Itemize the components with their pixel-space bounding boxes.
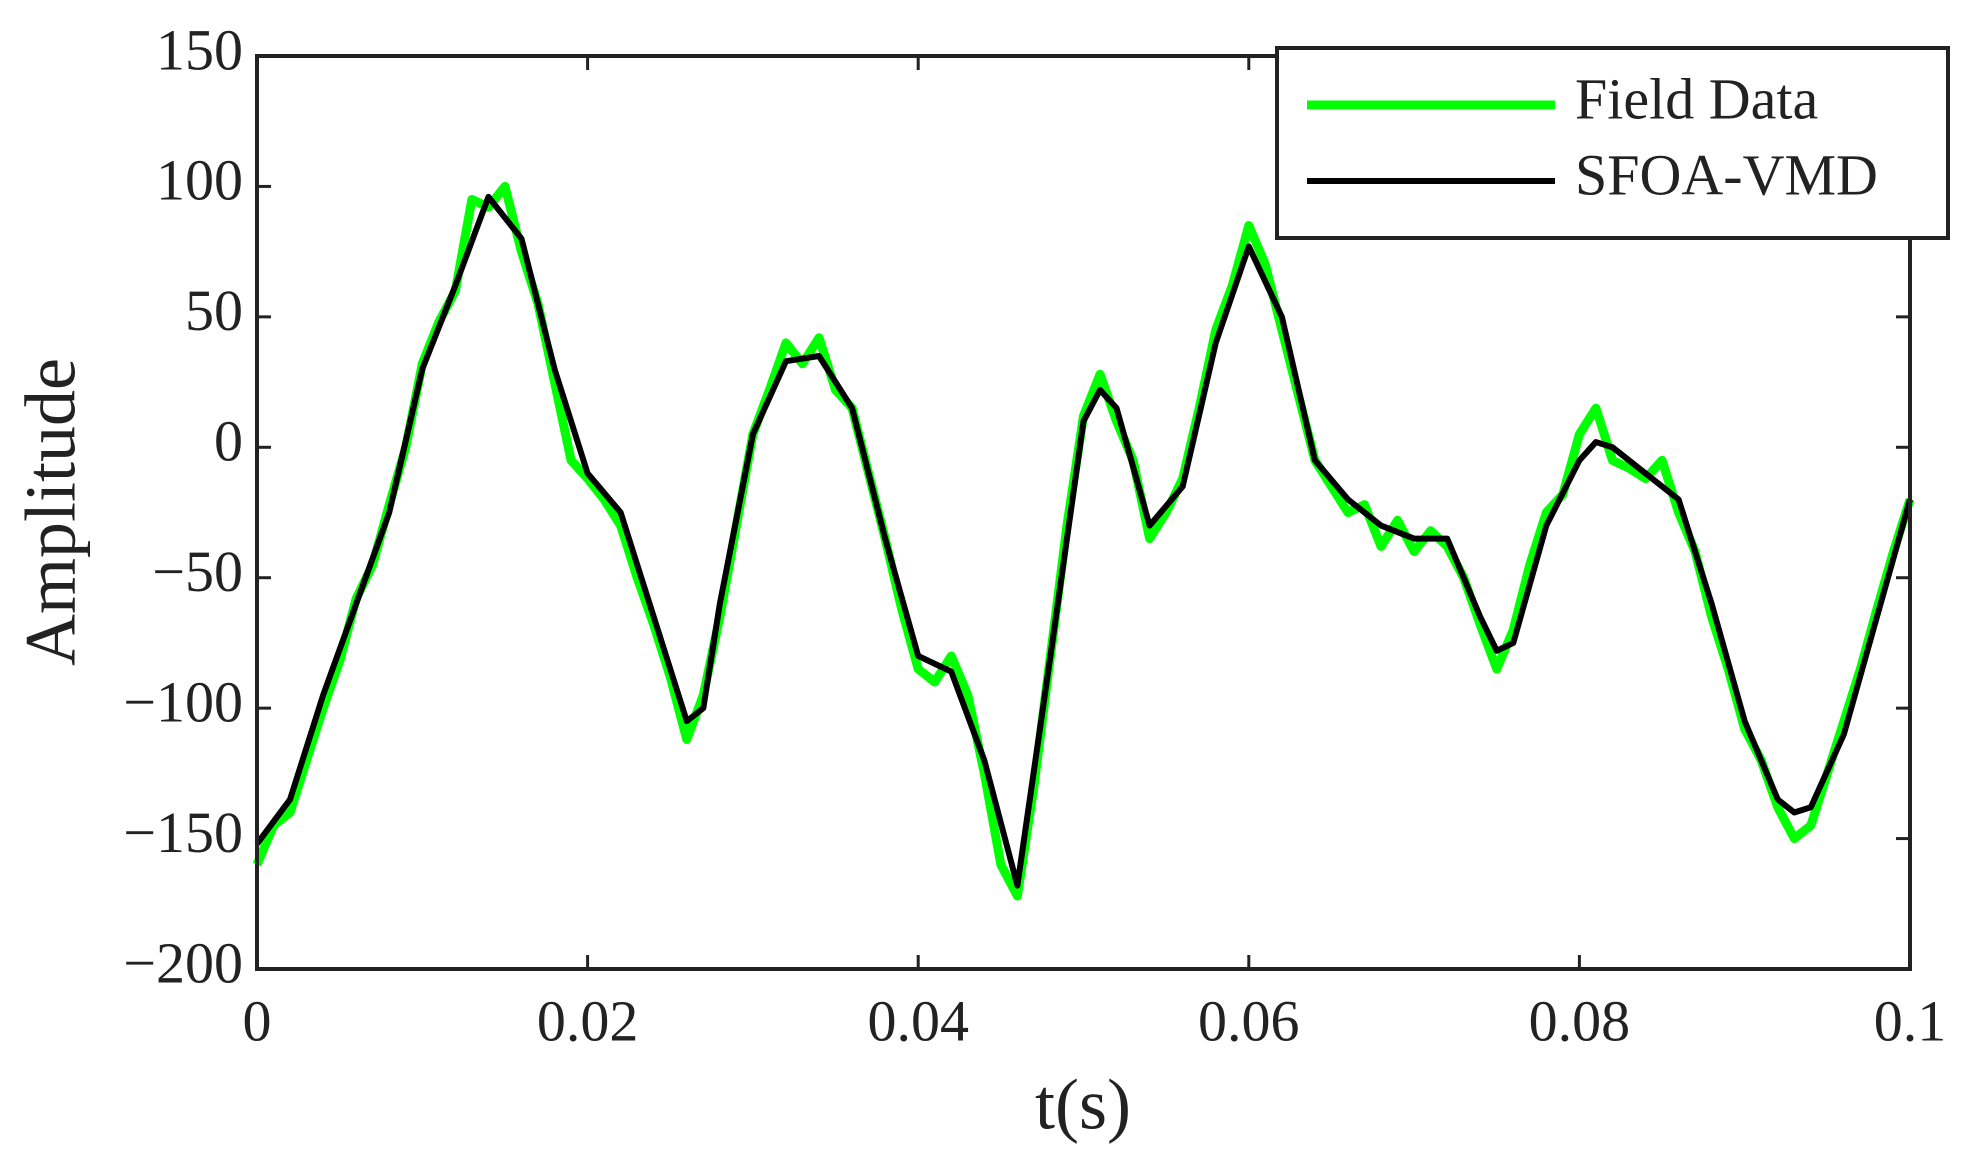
y-tick-label: −150 [123,800,243,865]
legend-box [1275,46,1950,240]
plot-frame [255,54,1912,971]
x-tick-label: 0.04 [867,988,969,1053]
x-tick-label: 0.06 [1198,988,1300,1053]
legend-label: Field Data [1575,66,1818,131]
x-tick-label: 0.08 [1529,988,1631,1053]
y-tick-label: 150 [156,17,243,82]
y-tick-label: −50 [152,539,243,604]
series-line [254,193,1913,889]
legend-label: SFOA-VMD [1575,142,1878,207]
y-tick-label: 50 [185,278,243,343]
y-tick-label: −100 [123,669,243,734]
series-line [252,181,1915,901]
y-tick-label: 100 [156,148,243,213]
y-tick-label: 0 [214,409,243,474]
x-tick-label: 0.02 [537,988,639,1053]
y-axis-title: Amplitude [11,358,91,666]
x-tick-label: 0 [243,988,272,1053]
x-axis-title: t(s) [1035,1065,1131,1145]
y-tick-label: −200 [123,930,243,995]
x-tick-label: 0.1 [1874,988,1947,1053]
